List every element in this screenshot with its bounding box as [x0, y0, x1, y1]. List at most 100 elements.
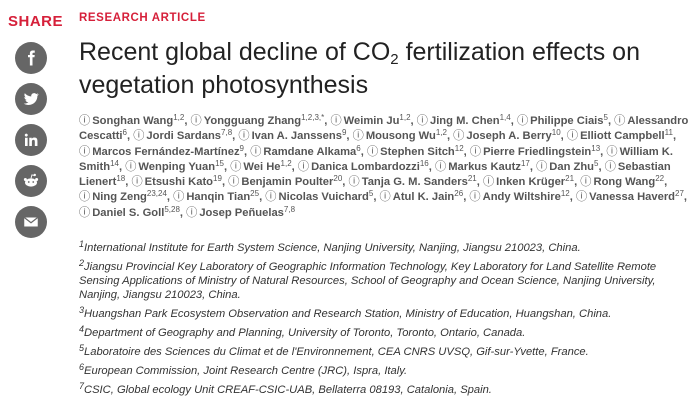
orcid-icon[interactable]: ⓘ [614, 115, 626, 127]
orcid-icon[interactable]: ⓘ [580, 176, 592, 189]
author-affiliation-marker[interactable]: 17 [520, 158, 530, 168]
author-link[interactable]: ⓘ Vanessa Haverd27, [575, 189, 687, 204]
orcid-icon[interactable]: ⓘ [434, 160, 447, 173]
author-link[interactable]: ⓘ Ramdane Alkama6, [250, 143, 364, 158]
author-link[interactable]: ⓘ Stephen Sitch12, [366, 143, 467, 158]
author-affiliation-marker[interactable]: 11 [664, 128, 673, 138]
author-link[interactable]: ⓘ Atul K. Jain26, [379, 189, 467, 204]
orcid-icon[interactable]: ⓘ [469, 191, 481, 204]
author-link[interactable]: ⓘ Andy Wiltshire12, [469, 189, 572, 204]
email-share-button[interactable] [15, 206, 47, 238]
orcid-icon[interactable]: ⓘ [230, 160, 242, 173]
author-affiliation-marker[interactable]: 1,2 [435, 128, 447, 138]
facebook-share-button[interactable] [15, 42, 47, 74]
reddit-share-button[interactable] [15, 165, 47, 197]
author-link[interactable]: ⓘ Tanja G. M. Sanders21, [348, 175, 480, 189]
author-link[interactable]: ⓘ Etsushi Kato19, [131, 174, 225, 189]
author-link[interactable]: ⓘ Inken Krüger21, [482, 174, 577, 189]
orcid-icon[interactable]: ⓘ [133, 130, 145, 143]
author-link[interactable]: ⓘ Jordi Sardans7,8, [133, 128, 235, 143]
orcid-icon[interactable]: ⓘ [606, 145, 618, 158]
author-affiliation-marker[interactable]: 27 [675, 189, 684, 199]
author-affiliation-marker[interactable]: 5 [603, 113, 608, 122]
author-affiliation-marker[interactable]: 20 [333, 174, 343, 184]
author-affiliation-marker[interactable]: 7,8 [283, 204, 296, 214]
author-link[interactable]: ⓘ Alessandro Cescatti6, [79, 115, 688, 142]
author-link[interactable]: ⓘ Ivan A. Janssens9, [238, 128, 349, 143]
author-affiliation-marker[interactable]: 6 [356, 143, 361, 153]
author-affiliation-marker[interactable]: 1,4 [499, 113, 511, 122]
author-affiliation-marker[interactable]: 22 [655, 174, 665, 184]
author-link[interactable]: ⓘ Daniel S. Goll5,28, [79, 204, 183, 219]
orcid-icon[interactable]: ⓘ [79, 191, 91, 204]
author-affiliation-marker[interactable]: 6 [122, 128, 127, 138]
orcid-icon[interactable]: ⓘ [566, 130, 579, 143]
orcid-icon[interactable]: ⓘ [352, 130, 364, 143]
orcid-icon[interactable]: ⓘ [238, 130, 250, 143]
orcid-icon[interactable]: ⓘ [482, 176, 495, 189]
author-affiliation-marker[interactable]: 1,2,3,* [301, 113, 325, 122]
orcid-icon[interactable]: ⓘ [575, 191, 588, 204]
author-affiliation-marker[interactable]: 19 [213, 174, 222, 184]
author-link[interactable]: ⓘ Josep Peñuelas7,8 [186, 204, 296, 219]
linkedin-share-button[interactable] [15, 124, 47, 156]
twitter-share-button[interactable] [15, 83, 47, 115]
author-affiliation-marker[interactable]: 9 [239, 143, 244, 153]
author-link[interactable]: ⓘ Markus Kautz17, [434, 158, 533, 173]
orcid-icon[interactable]: ⓘ [366, 145, 379, 158]
author-affiliation-marker[interactable]: 1,2 [173, 113, 185, 122]
orcid-icon[interactable]: ⓘ [536, 160, 548, 173]
orcid-icon[interactable]: ⓘ [469, 145, 482, 158]
orcid-icon[interactable]: ⓘ [604, 160, 616, 173]
author-link[interactable]: ⓘ Joseph A. Berry10, [453, 128, 564, 143]
author-link[interactable]: ⓘ Mousong Wu1,2, [352, 128, 450, 143]
orcid-icon[interactable]: ⓘ [79, 145, 91, 158]
author-affiliation-marker[interactable]: 12 [560, 189, 570, 199]
author-link[interactable]: ⓘ Benjamin Poulter20, [228, 174, 345, 189]
orcid-icon[interactable]: ⓘ [348, 176, 360, 189]
author-link[interactable]: ⓘ Rong Wang22, [580, 174, 667, 189]
author-affiliation-marker[interactable]: 7,8 [221, 128, 233, 138]
author-affiliation-marker[interactable]: 16 [419, 158, 429, 168]
author-affiliation-marker[interactable]: 1,2 [280, 158, 292, 168]
orcid-icon[interactable]: ⓘ [297, 160, 310, 173]
author-link[interactable]: ⓘ Pierre Friedlingstein13, [469, 143, 603, 158]
orcid-icon[interactable]: ⓘ [516, 115, 529, 127]
author-affiliation-marker[interactable]: 5 [594, 158, 599, 168]
author-link[interactable]: ⓘ Elliott Campbell11, [566, 128, 676, 143]
orcid-icon[interactable]: ⓘ [416, 115, 428, 127]
author-affiliation-marker[interactable]: 23,24 [146, 189, 167, 199]
author-affiliation-marker[interactable]: 9 [341, 128, 347, 138]
orcid-icon[interactable]: ⓘ [131, 176, 143, 189]
orcid-icon[interactable]: ⓘ [330, 115, 342, 127]
orcid-icon[interactable]: ⓘ [79, 115, 91, 127]
author-affiliation-marker[interactable]: 13 [591, 143, 601, 153]
author-link[interactable]: ⓘ Marcos Fernández-Martínez9, [79, 143, 247, 158]
orcid-icon[interactable]: ⓘ [125, 160, 137, 173]
orcid-icon[interactable]: ⓘ [379, 191, 391, 204]
author-link[interactable]: ⓘ Nicolas Vuichard5, [265, 189, 376, 204]
author-link[interactable]: ⓘ Weimin Ju1,2, [330, 113, 413, 128]
orcid-icon[interactable]: ⓘ [250, 145, 262, 158]
author-link[interactable]: ⓘ Danica Lombardozzi16, [297, 158, 432, 173]
author-link[interactable]: ⓘ Jing M. Chen1,4, [416, 113, 514, 128]
author-affiliation-marker[interactable]: 18 [116, 174, 126, 184]
author-affiliation-marker[interactable]: 5 [368, 189, 374, 199]
orcid-icon[interactable]: ⓘ [265, 191, 277, 204]
author-affiliation-marker[interactable]: 1,2 [399, 113, 411, 122]
author-link[interactable]: ⓘ Yongguang Zhang1,2,3,*, [190, 113, 328, 128]
orcid-icon[interactable]: ⓘ [190, 115, 202, 127]
author-link[interactable]: ⓘ Dan Zhu5, [536, 158, 602, 173]
author-affiliation-marker[interactable]: 12 [454, 143, 464, 153]
author-link[interactable]: ⓘ Sebastian Lienert18, [79, 161, 671, 188]
author-link[interactable]: ⓘ Songhan Wang1,2, [79, 113, 187, 128]
author-affiliation-marker[interactable]: 5,28 [164, 204, 180, 214]
author-link[interactable]: ⓘ Hanqin Tian25, [173, 190, 262, 204]
author-link[interactable]: ⓘ Ning Zeng23,24, [79, 189, 170, 204]
author-link[interactable]: ⓘ Philippe Ciais5, [516, 113, 611, 128]
orcid-icon[interactable]: ⓘ [186, 206, 198, 219]
orcid-icon[interactable]: ⓘ [173, 191, 185, 204]
author-affiliation-marker[interactable]: 21 [565, 174, 575, 184]
author-affiliation-marker[interactable]: 10 [551, 128, 561, 138]
author-affiliation-marker[interactable]: 26 [454, 189, 464, 199]
